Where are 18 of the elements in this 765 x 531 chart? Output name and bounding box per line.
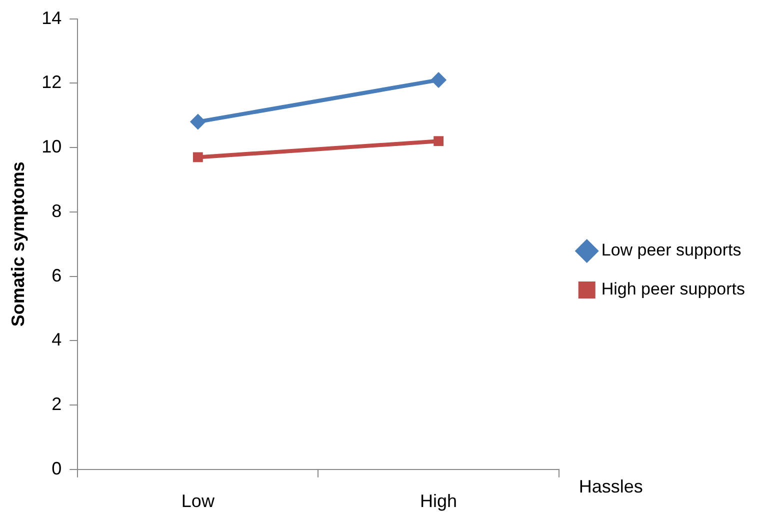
x-axis-title: Hassles (578, 476, 643, 496)
y-tick-label: 12 (42, 72, 62, 92)
y-tick-label: 10 (42, 136, 62, 157)
y-tick-label: 2 (52, 394, 62, 414)
point (430, 72, 447, 88)
x-tick-label: Low (181, 491, 216, 512)
x-tick-label: High (420, 491, 458, 512)
y-tick-label: 6 (52, 265, 62, 286)
point (190, 114, 206, 130)
y-axis-title: Somatic symptoms (8, 162, 28, 327)
point (434, 136, 444, 146)
y-tick-label: 0 (52, 458, 62, 478)
y-tick-label: 4 (52, 330, 62, 350)
y-tick-label: 14 (42, 8, 62, 28)
point (192, 152, 203, 162)
legend-label: Low peer supports (601, 240, 742, 260)
y-tick-label: 8 (52, 200, 62, 221)
legend-label: High peer supports (601, 280, 746, 299)
